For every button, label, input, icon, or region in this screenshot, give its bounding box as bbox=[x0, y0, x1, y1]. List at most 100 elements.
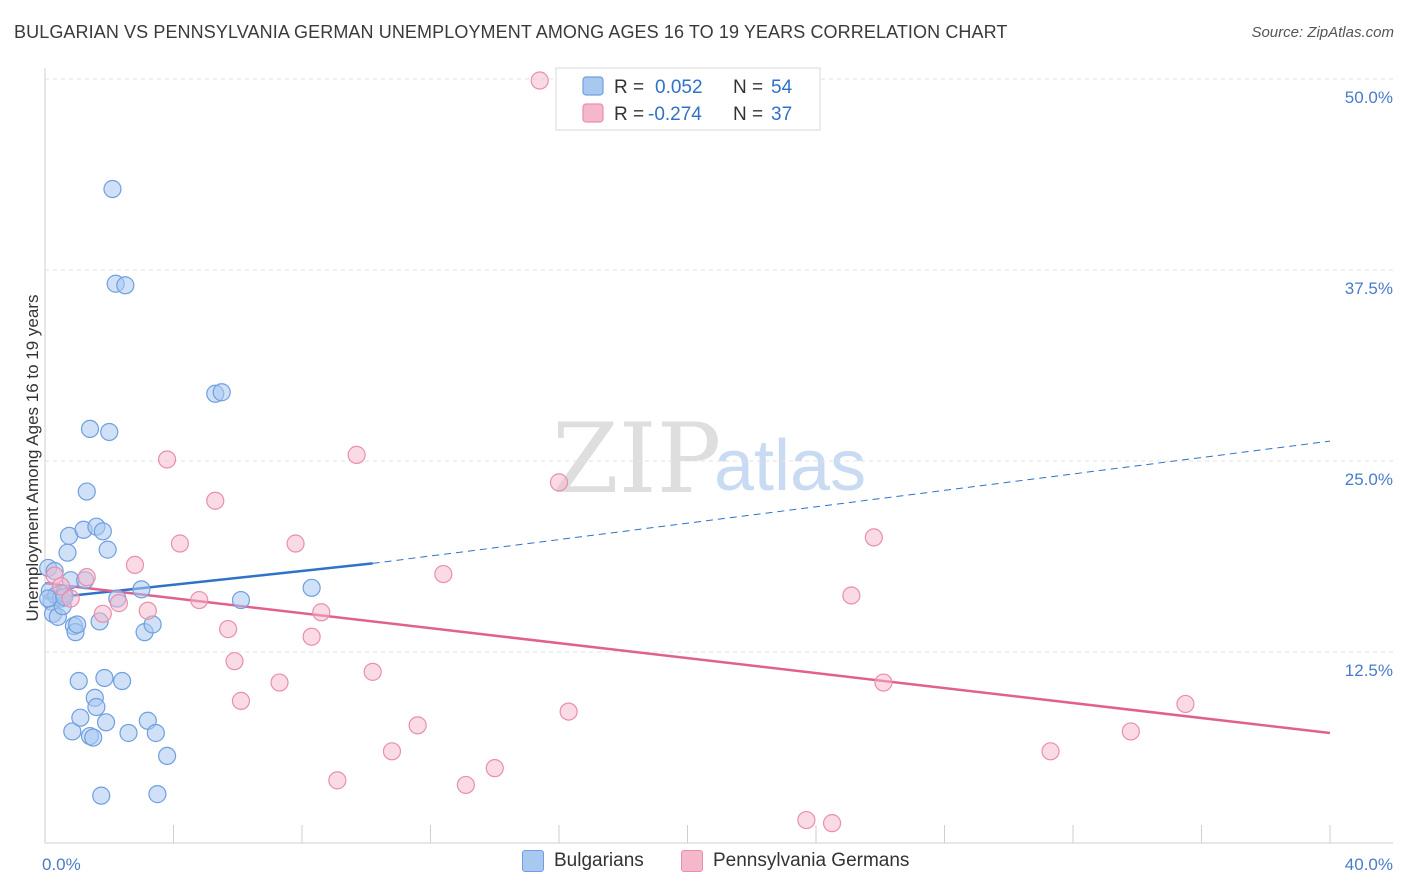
bulgarians-point-10 bbox=[58, 543, 77, 562]
bulgarians-point-30 bbox=[93, 522, 112, 541]
bulgarians-swatch bbox=[522, 850, 544, 872]
pennsylvania-germans-point-28 bbox=[549, 473, 569, 492]
bulgarians-point-38 bbox=[112, 671, 132, 691]
bulgarians-point-17 bbox=[69, 671, 88, 691]
legend-box: R = 0.052 N = 54 R = -0.274 N = 37 bbox=[555, 67, 821, 131]
pennsylvania-germans-point-9 bbox=[170, 534, 190, 553]
pennsylvania-germans-trend-line bbox=[44, 581, 1331, 735]
pennsylvania-germans-point-14 bbox=[231, 691, 251, 710]
bulgarians-point-47 bbox=[157, 746, 177, 766]
y-axis-label: Unemployment Among Ages 16 to 19 years bbox=[23, 295, 42, 622]
pennsylvania-germans-point-18 bbox=[312, 603, 331, 622]
bottom-legend: Bulgarians Pennsylvania Germans bbox=[0, 850, 1406, 880]
pennsylvania-germans-point-1 bbox=[51, 577, 71, 596]
pennsylvania-germans-point-6 bbox=[125, 555, 145, 575]
pennsylvania-germans-point-3 bbox=[77, 568, 96, 587]
pennsylvania-germans-point-27 bbox=[530, 71, 549, 90]
bulgarians-point-51 bbox=[302, 578, 321, 597]
legend-r-value-1: 0.052 bbox=[655, 77, 703, 98]
grid bbox=[45, 78, 1393, 653]
pennsylvania-germans-point-11 bbox=[206, 491, 225, 510]
bulgarians-point-34 bbox=[100, 422, 119, 442]
y-tick-label-2: 37.5% bbox=[1345, 279, 1393, 298]
y-tick-label-0: 12.5% bbox=[1345, 661, 1393, 680]
legend-r-label-1: R = bbox=[614, 77, 644, 98]
bulgarians-point-13 bbox=[63, 722, 82, 741]
legend-n-label-2: N = bbox=[733, 104, 763, 125]
watermark-zip: ZIP bbox=[552, 403, 721, 515]
pennsylvania-germans-point-25 bbox=[456, 775, 475, 795]
pennsylvania-germans-points bbox=[45, 71, 1195, 833]
pennsylvania-germans-point-2 bbox=[61, 589, 80, 608]
bulgarians-point-41 bbox=[132, 580, 151, 599]
pennsylvania-germans-point-34 bbox=[874, 673, 893, 692]
legend-r-label-2: R = bbox=[614, 104, 644, 125]
pennsylvania-germans-point-32 bbox=[842, 586, 861, 605]
axes bbox=[44, 68, 1393, 844]
legend-r-value-2: -0.274 bbox=[648, 104, 702, 125]
x-tick-labels: 0.0% 40.0% bbox=[42, 855, 1393, 874]
bottom-legend-pennsylvania-germans: Pennsylvania Germans bbox=[681, 850, 909, 872]
trend-lines bbox=[44, 440, 1331, 735]
chart-title: BULGARIAN VS PENNSYLVANIA GERMAN UNEMPLO… bbox=[14, 22, 1008, 42]
pennsylvania-germans-label: Pennsylvania Germans bbox=[713, 850, 910, 871]
bulgarians-label: Bulgarians bbox=[554, 850, 644, 871]
bulgarians-point-49 bbox=[212, 383, 231, 402]
pennsylvania-germans-point-30 bbox=[797, 810, 816, 830]
pennsylvania-germans-point-24 bbox=[434, 564, 453, 584]
bulgarians-point-33 bbox=[98, 540, 117, 559]
bulgarians-point-26 bbox=[87, 697, 106, 717]
pennsylvania-germans-point-20 bbox=[347, 445, 366, 464]
pennsylvania-germans-point-26 bbox=[485, 759, 504, 778]
bulgarians-point-24 bbox=[84, 728, 103, 747]
bulgarians-point-18 bbox=[71, 708, 90, 727]
legend-n-value-1: 54 bbox=[771, 77, 793, 98]
bulgarians-point-46 bbox=[148, 785, 167, 804]
pennsylvania-germans-point-15 bbox=[270, 673, 289, 692]
pennsylvania-germans-point-33 bbox=[864, 528, 883, 547]
pennsylvania-germans-point-7 bbox=[138, 601, 157, 620]
bulgarians-points bbox=[39, 179, 321, 805]
pennsylvania-germans-point-4 bbox=[93, 604, 112, 623]
x-tick-label-0: 0.0% bbox=[42, 855, 81, 874]
x-tick-label-1: 40.0% bbox=[1345, 855, 1393, 874]
pennsylvania-germans-point-36 bbox=[1121, 722, 1140, 741]
pennsylvania-germans-point-19 bbox=[328, 771, 347, 790]
bulgarians-point-39 bbox=[116, 276, 135, 295]
pennsylvania-germans-point-13 bbox=[225, 652, 244, 671]
y-tick-label-3: 50.0% bbox=[1345, 88, 1393, 107]
bottom-legend-bulgarians: Bulgarians bbox=[522, 850, 644, 872]
pennsylvania-germans-point-29 bbox=[559, 702, 578, 721]
bulgarians-point-16 bbox=[68, 615, 87, 634]
bulgarians-point-35 bbox=[103, 179, 122, 199]
y-tick-label-1: 25.0% bbox=[1345, 470, 1393, 489]
pennsylvania-germans-point-12 bbox=[219, 619, 238, 639]
pennsylvania-germans-point-21 bbox=[363, 662, 382, 681]
legend-swatch-pennsylvania-germans bbox=[582, 103, 604, 123]
watermark-atlas: atlas bbox=[714, 426, 866, 506]
pennsylvania-germans-point-17 bbox=[302, 627, 321, 646]
bulgarians-trend-dashed bbox=[372, 440, 1331, 564]
pennsylvania-germans-point-10 bbox=[190, 590, 209, 610]
bulgarians-point-50 bbox=[231, 590, 251, 610]
pennsylvania-germans-point-35 bbox=[1041, 742, 1060, 761]
legend-swatch-bulgarians bbox=[582, 76, 604, 96]
legend-n-value-2: 37 bbox=[771, 104, 792, 125]
pennsylvania-germans-point-5 bbox=[109, 594, 128, 613]
pennsylvania-germans-swatch bbox=[681, 850, 703, 872]
bulgarians-point-21 bbox=[77, 482, 96, 501]
pennsylvania-germans-point-23 bbox=[408, 716, 427, 735]
chart-source: Source: ZipAtlas.com bbox=[1251, 24, 1394, 41]
pennsylvania-germans-point-37 bbox=[1176, 694, 1195, 714]
bulgarians-point-40 bbox=[119, 723, 138, 743]
bulgarians-point-52 bbox=[39, 589, 58, 608]
watermark: ZIP atlas bbox=[552, 403, 866, 515]
bulgarians-point-23 bbox=[80, 419, 100, 439]
bulgarians-point-32 bbox=[96, 713, 116, 732]
pennsylvania-germans-point-31 bbox=[822, 814, 842, 833]
bulgarians-point-31 bbox=[95, 668, 114, 688]
legend-n-label-1: N = bbox=[733, 77, 763, 98]
pennsylvania-germans-point-22 bbox=[382, 742, 402, 761]
y-tick-labels: 12.5% 25.0% 37.5% 50.0% bbox=[1345, 88, 1393, 680]
pennsylvania-germans-point-16 bbox=[286, 534, 305, 553]
